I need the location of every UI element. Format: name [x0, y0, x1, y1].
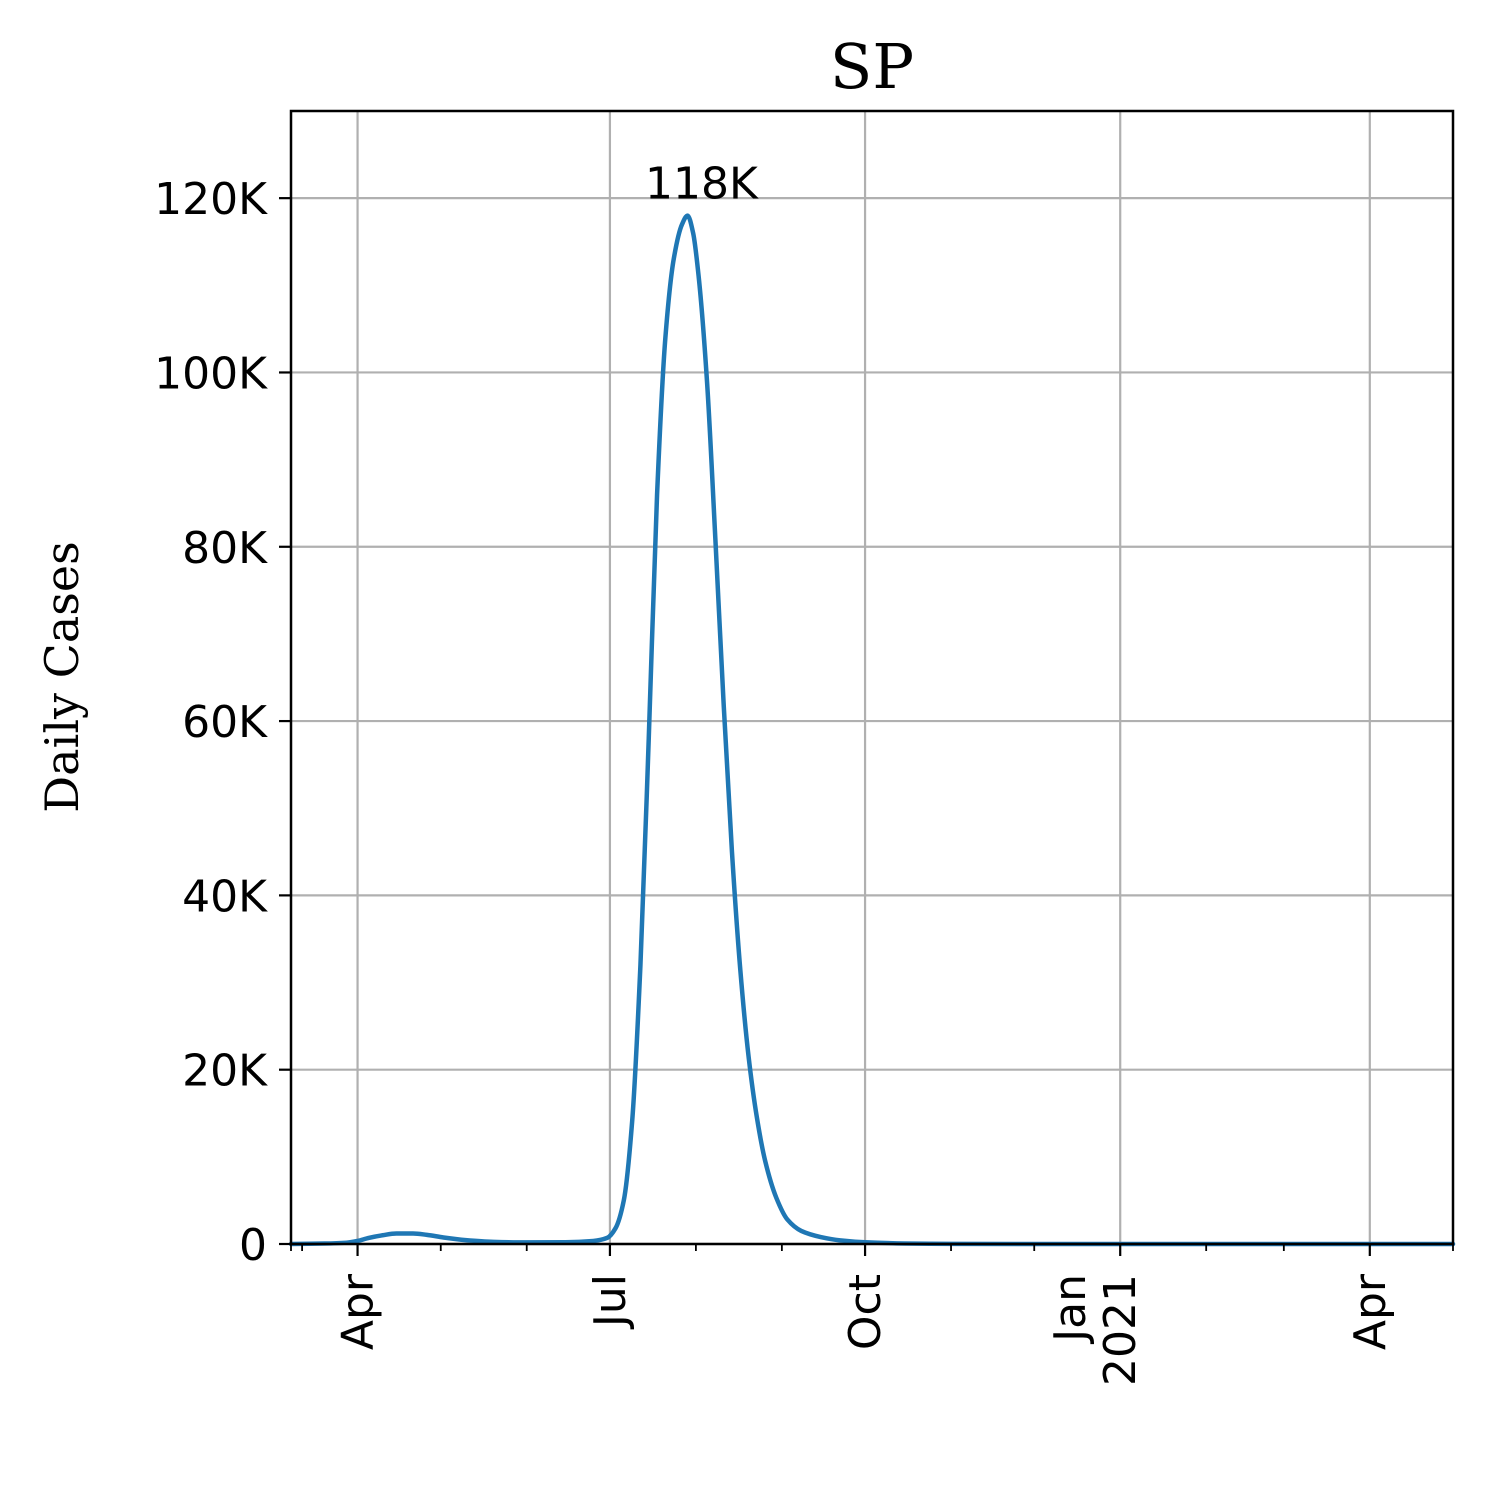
peak-annotation: 118K: [645, 159, 759, 210]
plot-frame: [289, 109, 1455, 1246]
x-tick-label: Jul: [585, 1274, 636, 1330]
y-tick-label: 20K: [182, 1046, 268, 1097]
x-tick-label: Jan2021: [1045, 1274, 1146, 1386]
y-tick-label: 80K: [182, 523, 268, 574]
series-line: [288, 213, 1456, 1247]
grid: [291, 111, 1453, 1246]
y-tick-label: 60K: [182, 697, 268, 748]
chart-title: SP: [830, 30, 914, 103]
y-tick-label: 40K: [182, 871, 268, 922]
x-tick-label: Apr: [1345, 1273, 1396, 1350]
y-tick-label: 0: [239, 1220, 267, 1271]
tick-labels: 0 20K 40K 60K 80K 100K 120K Apr Jul Oct Jan2021 Apr: [154, 174, 1396, 1386]
ticks: [279, 197, 1454, 1256]
x-tick-label: Oct: [840, 1274, 891, 1350]
series-layer: [288, 213, 1456, 1247]
y-tick-label: 120K: [154, 174, 268, 225]
y-axis-label: Daily Cases: [35, 541, 89, 812]
x-tick-label: Apr: [333, 1273, 384, 1350]
y-tick-label: 100K: [154, 348, 268, 399]
